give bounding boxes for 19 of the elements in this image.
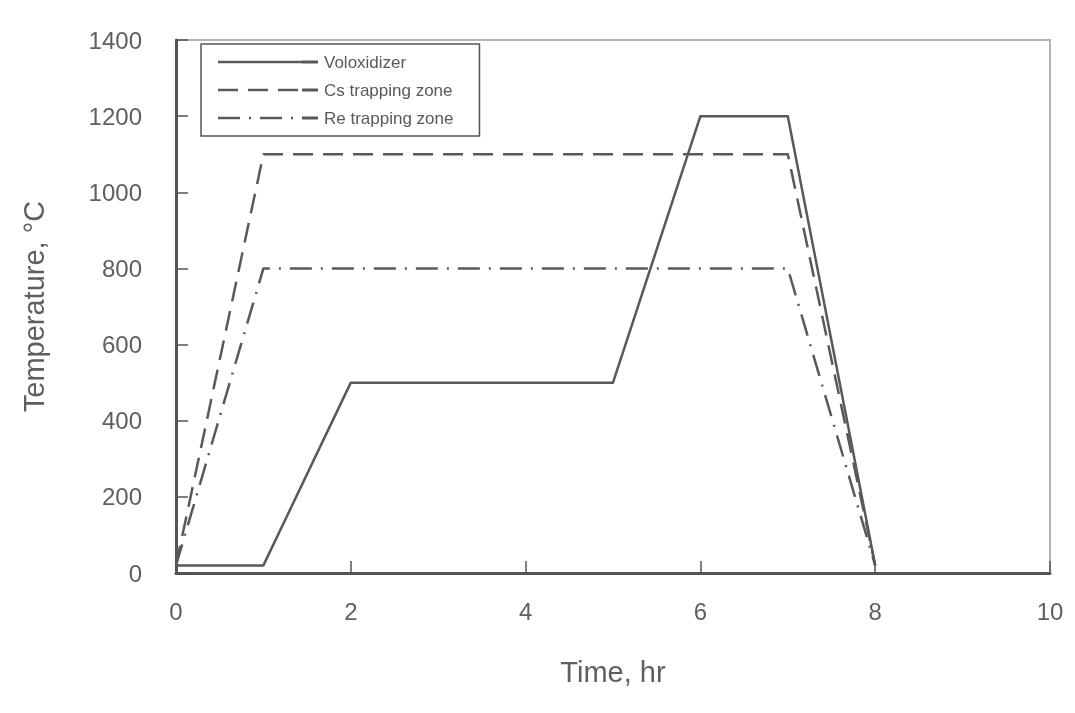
y-tick-label: 1400 [88,26,142,54]
x-tick-label: 2 [344,597,358,625]
x-tick-label: 10 [1036,597,1064,625]
y-tick-label: 0 [128,559,142,587]
y-tick-label: 1000 [88,178,142,206]
y-axis-title: Temperature, °C [17,200,50,413]
legend-label: Cs trapping zone [324,80,453,100]
x-tick-label: 4 [518,597,533,625]
legend-label: Re trapping zone [324,108,454,128]
x-tick-label: 0 [169,597,183,625]
y-tick-label: 600 [101,331,142,359]
x-axis-title: Time, hr [560,655,666,688]
legend-label: Voloxidizer [324,52,407,72]
x-tick-label: 8 [868,597,882,625]
y-tick-label: 200 [101,483,142,511]
y-tick-label: 800 [101,254,142,282]
y-tick-label: 400 [101,407,142,435]
y-tick-label: 1200 [88,102,142,130]
x-tick-label: 6 [693,597,708,625]
